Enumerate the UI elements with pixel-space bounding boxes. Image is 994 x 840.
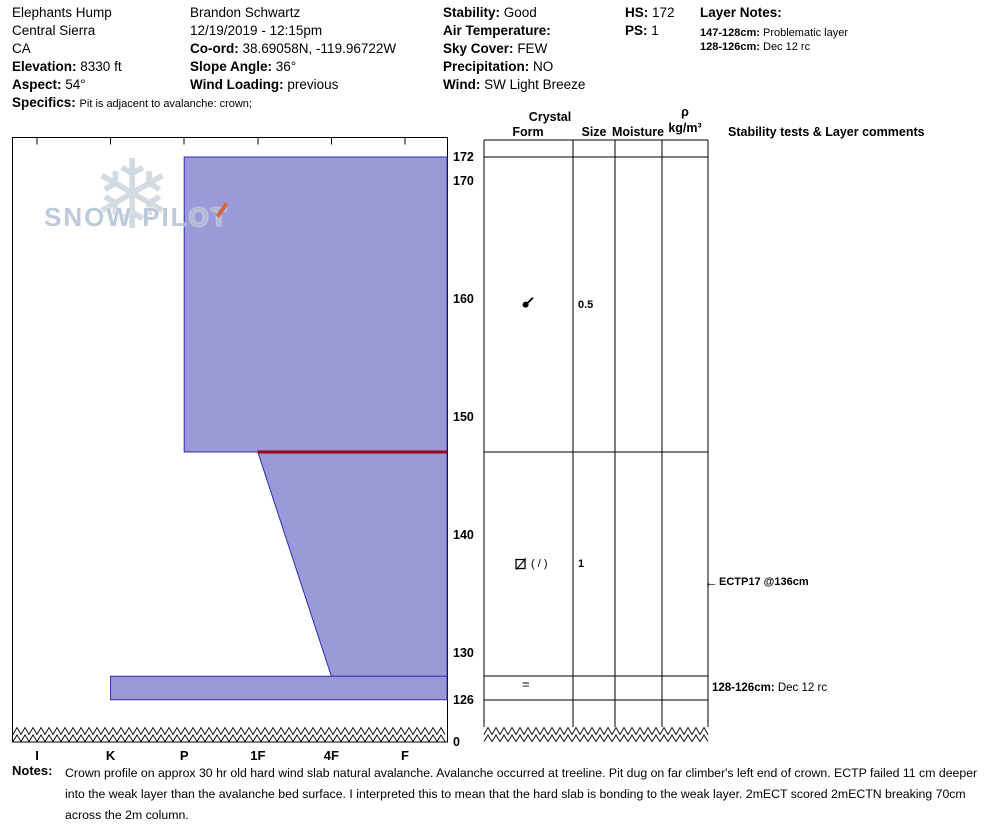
observer-name: Brandon Schwartz bbox=[190, 5, 301, 20]
hardness-tick-label: F bbox=[401, 748, 409, 763]
depth-tick-label: 150 bbox=[453, 409, 474, 424]
precipitation-value: NO bbox=[533, 59, 554, 74]
hardness-tick-label: K bbox=[105, 748, 116, 763]
depth-tick-label: 130 bbox=[453, 645, 474, 660]
layer-note-range: 147-128cm: bbox=[700, 27, 760, 39]
layer-note-item: 147-128cm: Problematic layer bbox=[700, 25, 848, 41]
notes-text: Crown profile on approx 30 hr old hard w… bbox=[65, 766, 978, 822]
layer-comment-text: Dec 12 rc bbox=[777, 682, 828, 694]
wind-label: Wind: bbox=[443, 77, 481, 92]
slope-angle-row: Slope Angle: 36° bbox=[190, 59, 296, 75]
snow-profile-chart bbox=[12, 137, 946, 747]
hs-value: 172 bbox=[652, 5, 675, 20]
aspect-value: 54° bbox=[65, 77, 86, 92]
hs-row: HS: 172 bbox=[625, 5, 675, 21]
coord-row: Co-ord: 38.69058N, -119.96722W bbox=[190, 41, 396, 57]
wind-loading-row: Wind Loading: previous bbox=[190, 77, 338, 93]
layer-comment: 128-126cm: Dec 12 rc bbox=[712, 682, 827, 694]
notes-label: Notes: bbox=[12, 763, 53, 778]
stability-test-label: ECTP17 @136cm bbox=[719, 575, 809, 588]
hardness-tick-label: P bbox=[179, 748, 189, 763]
stability-test-annotation: ← ECTP17 @136cm bbox=[704, 575, 809, 589]
facets-square-slash-icon bbox=[515, 558, 527, 571]
stability-label: Stability: bbox=[443, 5, 501, 20]
depth-tick-label: 160 bbox=[453, 291, 474, 306]
crystal-form-facets: ( / ) bbox=[514, 557, 548, 571]
coord-value: 38.69058N, -119.96722W bbox=[242, 41, 397, 56]
sky-cover-label: Sky Cover: bbox=[443, 41, 514, 56]
depth-tick-label: 140 bbox=[453, 527, 474, 542]
elevation-value: 8330 ft bbox=[80, 59, 122, 74]
density-header: ρ bbox=[681, 105, 689, 119]
left-arrow-icon: ← bbox=[704, 573, 718, 590]
density-unit-header: kg/m³ bbox=[668, 121, 702, 135]
wind-row: Wind: SW Light Breeze bbox=[443, 77, 585, 93]
specifics-row: Specifics: Pit is adjacent to avalanche:… bbox=[12, 95, 252, 112]
stability-tests-header: Stability tests & Layer comments bbox=[728, 125, 925, 139]
snowpilot-logo: ❄ SNOW PILOT bbox=[42, 148, 242, 265]
elevation-row: Elevation: 8330 ft bbox=[12, 59, 122, 75]
hardness-tick-label: 4F bbox=[323, 748, 339, 763]
size-header: Size bbox=[581, 125, 607, 139]
air-temp-label: Air Temperature: bbox=[443, 23, 551, 38]
layer-note-text: Problematic layer bbox=[763, 27, 848, 39]
ps-row: PS: 1 bbox=[625, 23, 659, 39]
site-name: Elephants Hump bbox=[12, 5, 112, 20]
specifics-value: Pit is adjacent to avalanche: crown; bbox=[79, 98, 252, 110]
wind-loading-label: Wind Loading: bbox=[190, 77, 284, 92]
layer-note-item: 128-126cm: Dec 12 rc bbox=[700, 39, 810, 55]
ps-value: 1 bbox=[651, 23, 659, 38]
sky-cover-value: FEW bbox=[517, 41, 548, 56]
precipitation-label: Precipitation: bbox=[443, 59, 530, 74]
air-temp-row: Air Temperature: bbox=[443, 23, 551, 39]
moisture-header: Moisture bbox=[611, 125, 665, 139]
depth-ground-label: 0 bbox=[453, 735, 460, 749]
grain-size-value: 1 bbox=[578, 558, 585, 571]
coord-label: Co-ord: bbox=[190, 41, 239, 56]
crystal-form-secondary: ( / ) bbox=[531, 558, 548, 571]
depth-tick-label: 172 bbox=[453, 150, 474, 164]
stability-row: Stability: Good bbox=[443, 5, 537, 21]
depth-tick-label: 170 bbox=[453, 173, 474, 188]
crystal-form-crust-symbol: = bbox=[522, 676, 530, 692]
layer-notes-title: Layer Notes: bbox=[700, 5, 782, 20]
snowflake-icon: ❄ bbox=[92, 142, 173, 249]
aspect-row: Aspect: 54° bbox=[12, 77, 86, 93]
aspect-label: Aspect: bbox=[12, 77, 62, 92]
hardness-tick-label: I bbox=[35, 748, 39, 763]
site-state: CA bbox=[12, 41, 31, 56]
specifics-label: Specifics: bbox=[12, 95, 76, 110]
elevation-label: Elevation: bbox=[12, 59, 77, 74]
site-region: Central Sierra bbox=[12, 23, 96, 38]
slope-angle-label: Slope Angle: bbox=[190, 59, 273, 74]
wind-value: SW Light Breeze bbox=[484, 77, 586, 92]
depth-tick-label: 126 bbox=[453, 692, 474, 707]
layer-comment-range: 128-126cm: bbox=[712, 682, 775, 694]
layer-note-text: Dec 12 rc bbox=[763, 41, 811, 53]
wind-loading-value: previous bbox=[287, 77, 339, 92]
crystal-header: Crystal bbox=[528, 110, 572, 124]
form-header: Form bbox=[512, 125, 544, 139]
layer-note-range: 128-126cm: bbox=[700, 41, 760, 53]
sky-cover-row: Sky Cover: FEW bbox=[443, 41, 547, 57]
observation-datetime: 12/19/2019 - 12:15pm bbox=[190, 23, 323, 38]
crystal-form-decomposing-icon bbox=[521, 296, 534, 314]
precipitation-row: Precipitation: NO bbox=[443, 59, 553, 75]
hardness-tick-label: 1F bbox=[250, 748, 266, 763]
stability-value: Good bbox=[503, 5, 537, 20]
ps-label: PS: bbox=[625, 23, 648, 38]
grain-size-value: 0.5 bbox=[578, 298, 594, 311]
hs-label: HS: bbox=[625, 5, 649, 20]
slope-angle-value: 36° bbox=[275, 59, 297, 74]
logo-text: SNOW PILOT bbox=[44, 202, 229, 232]
